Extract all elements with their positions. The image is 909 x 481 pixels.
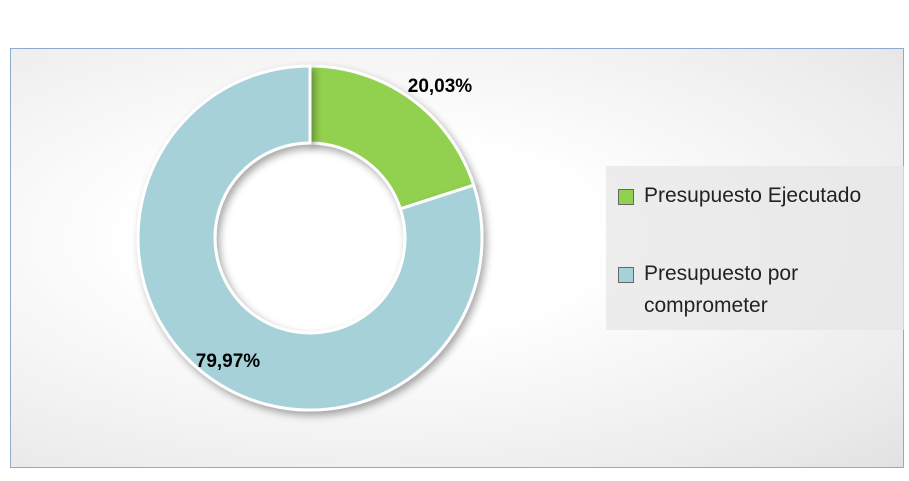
data-label: 79,97% xyxy=(196,351,261,372)
legend-label: Presupuesto por comprometer xyxy=(644,262,799,317)
legend-entry: Presupuesto por comprometer xyxy=(618,258,909,322)
legend-key xyxy=(618,189,634,205)
data-label: 20,03% xyxy=(408,76,473,97)
legend-label: Presupuesto Ejecutado xyxy=(644,184,862,207)
donut-slice xyxy=(136,64,484,412)
donut-slice xyxy=(308,64,476,211)
legend-entry: Presupuesto Ejecutado xyxy=(618,180,909,212)
legend: Presupuesto Ejecutado Presupuesto por com… xyxy=(606,166,904,330)
legend-key xyxy=(618,267,634,283)
